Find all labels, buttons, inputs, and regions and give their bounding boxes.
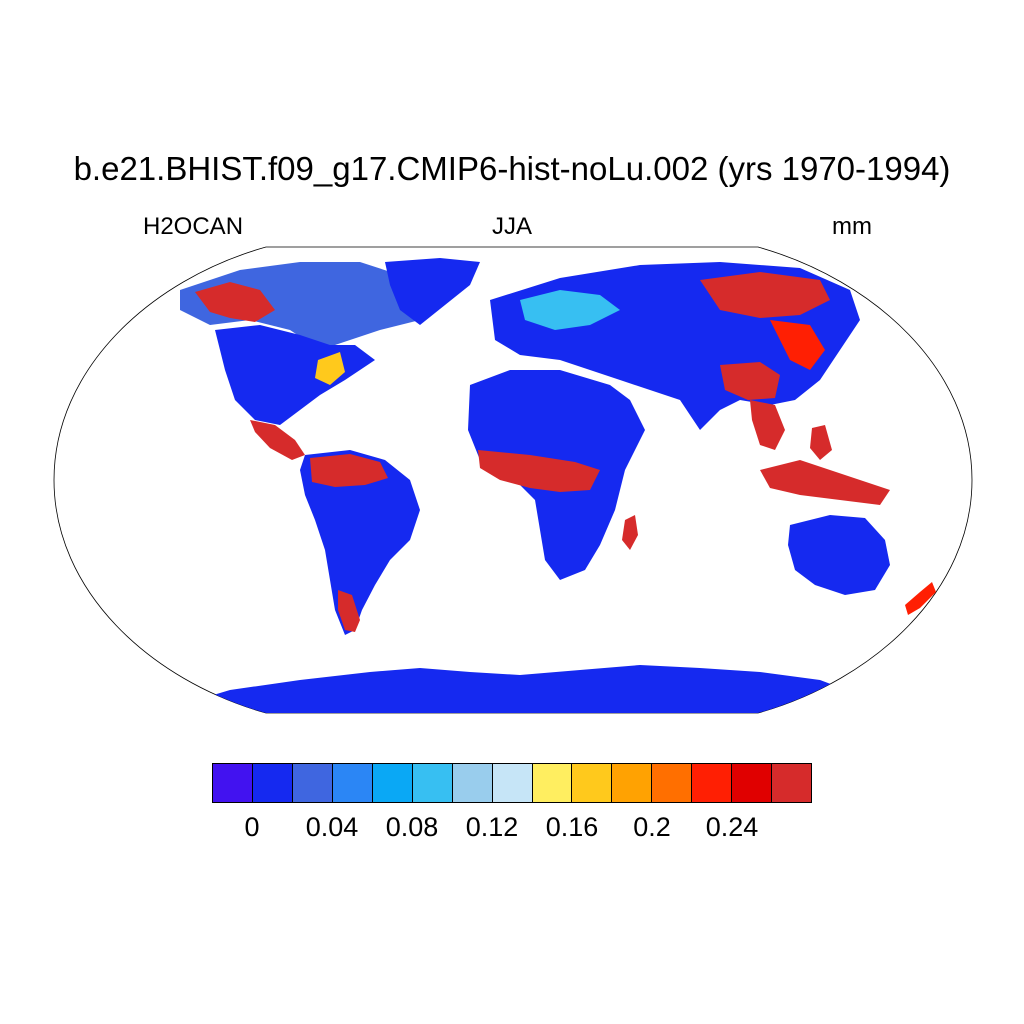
colorbar-box — [372, 764, 413, 802]
colorbar-tick-label: 0.2 — [633, 812, 671, 842]
colorbar — [212, 763, 812, 803]
plot-title: b.e21.BHIST.f09_g17.CMIP6-hist-noLu.002 … — [73, 150, 951, 187]
region-patagonia — [338, 590, 360, 632]
colorbar-box — [213, 764, 253, 802]
colorbar-box — [532, 764, 573, 802]
region-central-africa — [478, 450, 600, 492]
region-philippines — [810, 425, 832, 460]
region-central-america — [250, 420, 305, 460]
region-greenland — [385, 258, 480, 325]
season-label: JJA — [491, 213, 532, 240]
colorbar-box — [252, 764, 293, 802]
colorbar-box — [332, 764, 373, 802]
variable-label: H2OCAN — [143, 213, 244, 240]
colorbar-box — [572, 764, 613, 802]
region-new-zealand — [905, 582, 936, 615]
region-indochina — [750, 400, 785, 450]
units-label: mm — [832, 213, 872, 240]
colorbar-box — [292, 764, 333, 802]
region-siberia — [700, 272, 830, 318]
region-north-america-interior — [215, 325, 375, 425]
colorbar-tick-label: 0.16 — [545, 812, 599, 842]
colorbar-box — [412, 764, 453, 802]
region-europe-light — [520, 290, 620, 330]
colorbar-box — [452, 764, 493, 802]
region-south-east-asia — [760, 460, 890, 505]
colorbar-labels: 0 0.04 0.08 0.12 0.16 0.2 0.24 — [212, 812, 812, 846]
region-south-asia — [720, 362, 780, 400]
colorbar-box — [692, 764, 733, 802]
colorbar-box — [652, 764, 693, 802]
colorbar-box — [772, 764, 812, 802]
region-madagascar — [622, 515, 638, 550]
colorbar-tick-label: 0.08 — [385, 812, 439, 842]
region-south-america — [300, 450, 420, 635]
colorbar-box — [612, 764, 653, 802]
region-amazon — [310, 454, 388, 487]
region-north-america-boreal — [180, 262, 430, 350]
colorbar-box — [492, 764, 533, 802]
region-east-asia — [770, 320, 825, 370]
region-alaska-yukon — [195, 282, 275, 322]
colorbar-box — [732, 764, 773, 802]
colorbar-tick-label: 0.04 — [305, 812, 359, 842]
colorbar-tick-label: 0.12 — [465, 812, 519, 842]
region-east-us-coast — [315, 352, 345, 385]
colorbar-tick-label: 0.24 — [705, 812, 759, 842]
region-antarctica — [150, 665, 900, 713]
region-australia — [788, 515, 890, 595]
colorbar-tick-label: 0 — [244, 812, 260, 842]
